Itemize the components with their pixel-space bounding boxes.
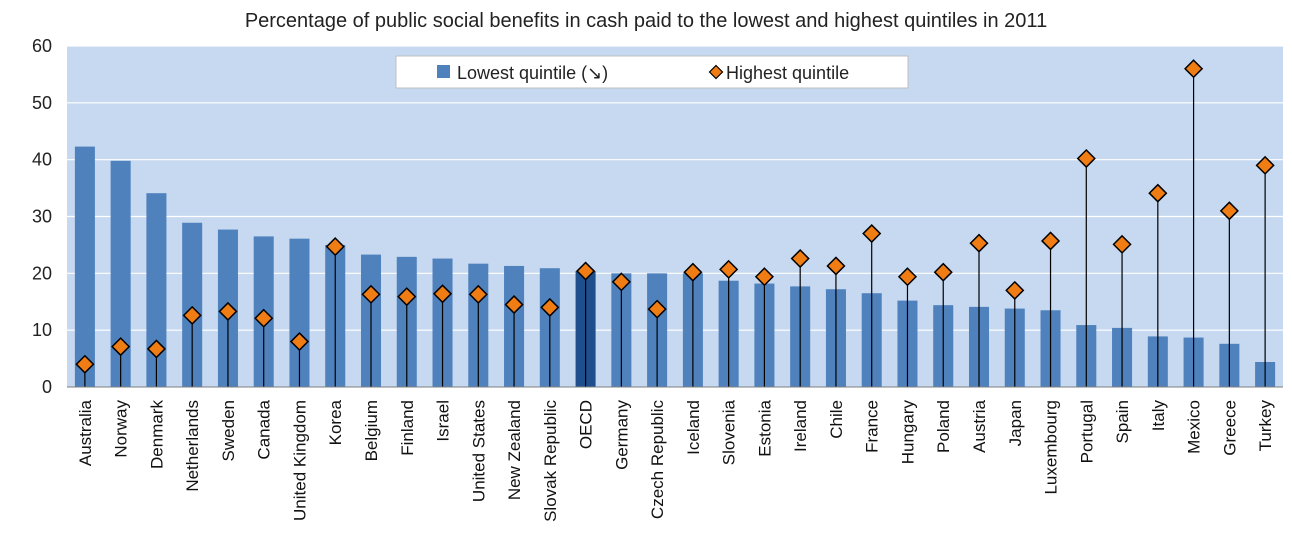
marker-portugal: [1076, 148, 1096, 169]
marker-spain: [1112, 234, 1132, 254]
marker-france: [862, 223, 882, 244]
x-tick-label-ireland: Ireland: [791, 400, 810, 452]
marker-norway: [111, 337, 131, 357]
x-tick-label-chile: Chile: [827, 400, 846, 439]
legend-swatch-lowest-quintile: [437, 65, 450, 78]
y-tick-label-0: 0: [42, 377, 52, 397]
x-tick-label-sweden: Sweden: [219, 400, 238, 461]
x-tick-label-poland: Poland: [934, 400, 953, 453]
chart-title: Percentage of public social benefits in …: [244, 10, 1048, 32]
marker-belgium: [361, 284, 381, 304]
y-tick-label-50: 50: [32, 93, 52, 113]
marker-mexico: [1184, 59, 1204, 79]
marker-united-states: [468, 284, 488, 304]
stems-highest-quintile: [84, 68, 1266, 387]
marker-turkey: [1255, 155, 1275, 175]
marker-chile: [826, 256, 846, 276]
y-tick-label-20: 20: [32, 263, 52, 283]
x-tick-label-canada: Canada: [255, 399, 274, 459]
legend: Lowest quintile (↘) Highest quintile: [395, 55, 909, 89]
marker-korea: [325, 237, 345, 257]
marker-canada: [254, 308, 274, 328]
x-tick-label-denmark: Denmark: [147, 400, 166, 469]
marker-finland: [397, 287, 417, 307]
legend-label-highest-quintile: Highest quintile: [726, 63, 849, 83]
bar-denmark: [146, 193, 167, 387]
bar-united-kingdom: [289, 238, 310, 387]
y-tick-label-60: 60: [32, 36, 52, 56]
y-tick-label-30: 30: [32, 207, 52, 227]
x-tick-label-united-kingdom: United Kingdom: [290, 400, 309, 521]
marker-poland: [933, 262, 953, 282]
x-tick-label-oecd: OECD: [577, 400, 596, 449]
x-tick-label-portugal: Portugal: [1077, 400, 1096, 463]
marker-italy: [1148, 183, 1168, 203]
x-tick-label-new-zealand: New Zealand: [505, 400, 524, 500]
bar-australia: [74, 146, 95, 387]
marker-slovak-republic: [540, 297, 560, 317]
x-tick-label-australia: Australia: [76, 399, 95, 466]
marker-japan: [1005, 280, 1025, 300]
marker-slovenia: [719, 259, 739, 279]
x-tick-label-mexico: Mexico: [1185, 400, 1204, 454]
x-tick-label-slovenia: Slovenia: [720, 399, 739, 465]
bar-netherlands: [182, 222, 203, 387]
marker-oecd: [576, 261, 596, 281]
bar-norway: [110, 160, 131, 387]
marker-denmark: [146, 339, 166, 359]
marker-czech-republic: [647, 299, 667, 319]
marker-sweden: [218, 301, 238, 321]
legend-box: [395, 55, 909, 89]
x-tick-label-greece: Greece: [1220, 400, 1239, 456]
x-tick-label-united-states: United States: [469, 400, 488, 502]
bars-lowest-quintile: [74, 146, 1276, 387]
x-tick-label-norway: Norway: [112, 400, 131, 458]
x-tick-label-estonia: Estonia: [755, 399, 774, 456]
x-tick-label-luxembourg: Luxembourg: [1042, 400, 1061, 495]
marker-netherlands: [182, 305, 202, 325]
marker-austria: [969, 233, 989, 253]
x-tick-label-japan: Japan: [1006, 400, 1025, 446]
marker-hungary: [897, 267, 918, 287]
marker-germany: [611, 272, 631, 292]
x-tick-label-czech-republic: Czech Republic: [648, 400, 667, 520]
x-tick-label-germany: Germany: [612, 400, 631, 470]
x-tick-label-hungary: Hungary: [898, 400, 917, 465]
x-tick-label-slovak-republic: Slovak Republic: [541, 400, 560, 522]
legend-swatch-highest-quintile: [708, 64, 724, 80]
x-tick-label-spain: Spain: [1113, 400, 1132, 443]
x-tick-label-israel: Israel: [434, 400, 453, 442]
x-tick-label-turkey: Turkey: [1256, 400, 1275, 452]
marker-united-kingdom: [289, 331, 310, 352]
marker-iceland: [683, 262, 703, 282]
x-tick-label-france: France: [863, 400, 882, 453]
x-tick-label-austria: Austria: [970, 399, 989, 452]
x-tick-label-netherlands: Netherlands: [183, 400, 202, 492]
x-axis-tick-labels: Australia Norway Denmark Netherlands Sweden C…: [76, 399, 1275, 521]
x-tick-label-korea: Korea: [326, 399, 345, 445]
y-axis-tick-labels: 0 10 20 30 40 50 60: [32, 36, 52, 397]
x-tick-label-iceland: Iceland: [684, 400, 703, 455]
marker-greece: [1219, 201, 1239, 221]
legend-label-lowest-quintile: Lowest quintile (↘): [457, 63, 608, 83]
marker-israel: [432, 284, 453, 304]
y-tick-label-40: 40: [32, 150, 52, 170]
marker-estonia: [754, 267, 774, 287]
y-tick-label-10: 10: [32, 320, 52, 340]
marker-luxembourg: [1040, 231, 1061, 251]
marker-australia: [75, 354, 95, 374]
marker-ireland: [790, 248, 810, 269]
x-tick-label-belgium: Belgium: [362, 400, 381, 461]
markers-highest-quintile: [75, 59, 1275, 374]
x-tick-label-italy: Italy: [1149, 400, 1168, 432]
marker-new-zealand: [504, 295, 524, 315]
x-tick-label-finland: Finland: [398, 400, 417, 456]
